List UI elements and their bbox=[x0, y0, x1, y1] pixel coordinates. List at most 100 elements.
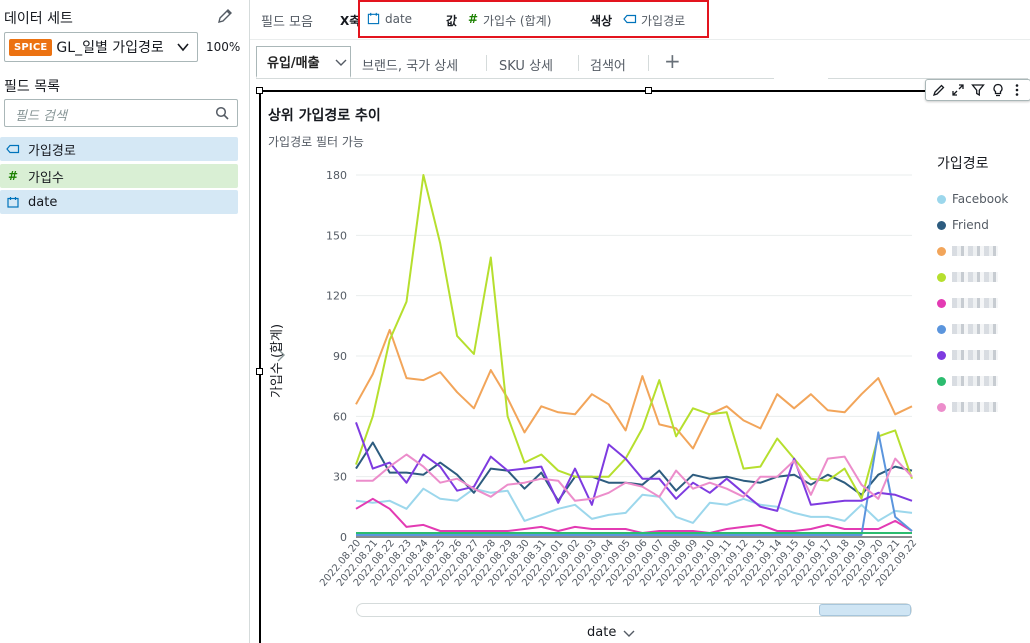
legend-item[interactable]: Facebook bbox=[937, 191, 1008, 207]
highlight-box bbox=[358, 0, 709, 38]
tab-active[interactable]: 유입/매출 bbox=[256, 46, 351, 78]
legend-item[interactable] bbox=[937, 373, 998, 389]
tabs-divider bbox=[256, 78, 774, 79]
field-wells-bar: 필드 모음 X축 date 값 # 가입수 (합계) 색상 가입경로 bbox=[250, 0, 1030, 40]
legend-label-redacted bbox=[952, 298, 998, 308]
legend-swatch bbox=[937, 194, 946, 204]
chevron-down-icon bbox=[335, 59, 347, 66]
spice-badge: SPICE bbox=[9, 38, 53, 56]
series-line-1 bbox=[355, 441, 913, 502]
legend-label-redacted bbox=[952, 376, 998, 386]
legend-item[interactable]: Friend bbox=[937, 217, 989, 233]
resize-handle[interactable] bbox=[645, 87, 652, 94]
dataset-percent: 100% bbox=[206, 40, 241, 54]
series-line-6 bbox=[355, 422, 913, 512]
left-panel: 데이터 세트 SPICE GL_일별 가입경로 100% 필드 목록 필드 검색… bbox=[0, 0, 250, 643]
x-axis-well-label: X축 bbox=[340, 14, 361, 28]
expand-icon[interactable] bbox=[951, 83, 965, 97]
y-tick-label: 150 bbox=[326, 229, 347, 242]
dimension-tag-icon bbox=[623, 14, 637, 24]
color-well-value[interactable]: 가입경로 bbox=[641, 14, 686, 28]
legend-label-redacted bbox=[952, 402, 998, 412]
resize-handle[interactable] bbox=[256, 87, 263, 94]
series-line-4 bbox=[355, 497, 913, 534]
y-tick-label: 120 bbox=[326, 290, 347, 303]
scrollbar-thumb[interactable] bbox=[819, 604, 911, 616]
date-calendar-icon bbox=[367, 12, 380, 25]
legend-title: 가입경로 bbox=[937, 156, 989, 172]
date-calendar-icon bbox=[7, 197, 19, 208]
series-line-2 bbox=[355, 328, 913, 450]
value-well-label: 값 bbox=[446, 14, 458, 28]
edit-pencil-icon[interactable] bbox=[932, 83, 946, 97]
legend-item[interactable] bbox=[937, 269, 998, 285]
resize-handle[interactable] bbox=[256, 368, 263, 375]
dataset-title: 데이터 세트 bbox=[4, 11, 73, 27]
tab-brand-country[interactable]: 브랜드, 국가 상세 bbox=[362, 59, 459, 74]
field-item-signup-count[interactable]: # 가입수 bbox=[0, 164, 238, 188]
dataset-name: GL_일별 가입경로 bbox=[56, 40, 164, 56]
dataset-select[interactable]: SPICE GL_일별 가입경로 bbox=[4, 32, 198, 62]
tab-separator bbox=[486, 55, 487, 71]
chevron-right-icon[interactable] bbox=[274, 346, 288, 364]
x-axis-well-value[interactable]: date bbox=[385, 12, 413, 26]
series-line-8 bbox=[356, 453, 913, 502]
field-label: 가입경로 bbox=[28, 143, 76, 159]
chevron-down-icon[interactable] bbox=[622, 629, 636, 639]
field-label: 가입수 bbox=[28, 170, 64, 186]
tab-separator bbox=[578, 55, 579, 71]
field-item-date[interactable]: date bbox=[0, 190, 238, 214]
x-axis-range-scrollbar[interactable] bbox=[356, 603, 912, 617]
search-icon bbox=[215, 106, 229, 120]
legend-item[interactable] bbox=[937, 243, 998, 259]
legend-label-redacted bbox=[952, 246, 998, 256]
legend-label: Friend bbox=[952, 218, 989, 232]
legend-item[interactable] bbox=[937, 399, 998, 415]
y-tick-label: 0 bbox=[340, 531, 347, 544]
tab-label: 유입/매출 bbox=[267, 56, 320, 71]
visual-subtitle: 가입경로 필터 가능 bbox=[268, 135, 364, 149]
legend-item[interactable] bbox=[937, 295, 998, 311]
visual-title: 상위 가입경로 추이 bbox=[268, 108, 381, 124]
series-line-0 bbox=[355, 487, 913, 524]
tab-search-terms[interactable]: 검색어 bbox=[590, 59, 626, 74]
measure-hash-icon: # bbox=[468, 12, 479, 26]
lightbulb-icon[interactable] bbox=[991, 83, 1005, 97]
legend-swatch bbox=[937, 350, 946, 360]
legend-swatch bbox=[937, 272, 946, 282]
field-search-input[interactable]: 필드 검색 bbox=[4, 99, 238, 127]
field-list-title: 필드 목록 bbox=[4, 79, 60, 95]
legend-swatch bbox=[937, 220, 946, 230]
edit-pencil-icon[interactable] bbox=[216, 7, 234, 25]
field-item-signup-path[interactable]: 가입경로 bbox=[0, 137, 238, 161]
legend-swatch bbox=[937, 324, 946, 334]
legend-label: Facebook bbox=[952, 192, 1009, 206]
legend-swatch bbox=[937, 402, 946, 412]
series-line-3 bbox=[355, 174, 913, 500]
x-axis-title[interactable]: date bbox=[587, 625, 617, 640]
legend-item[interactable] bbox=[937, 321, 998, 337]
dimension-tag-icon bbox=[6, 144, 20, 154]
tab-separator bbox=[648, 55, 649, 71]
chevron-down-icon bbox=[177, 43, 189, 52]
y-tick-label: 30 bbox=[333, 471, 347, 484]
field-wells-label: 필드 모음 bbox=[261, 15, 313, 30]
add-tab-button[interactable]: + bbox=[664, 49, 681, 73]
value-well-value[interactable]: 가입수 (합계) bbox=[483, 14, 552, 28]
legend-swatch bbox=[937, 298, 946, 308]
legend-item[interactable] bbox=[937, 347, 998, 363]
more-options-icon[interactable] bbox=[1010, 83, 1024, 97]
legend-label-redacted bbox=[952, 272, 998, 282]
legend-swatch bbox=[937, 376, 946, 386]
visual-container[interactable] bbox=[259, 90, 1030, 643]
y-tick-label: 90 bbox=[333, 350, 347, 363]
color-well-label: 색상 bbox=[590, 14, 613, 28]
legend-label-redacted bbox=[952, 324, 998, 334]
field-label: date bbox=[28, 194, 58, 210]
filter-icon[interactable] bbox=[971, 83, 985, 97]
series-line-5 bbox=[356, 431, 913, 536]
legend-label-redacted bbox=[952, 350, 998, 360]
tab-sku[interactable]: SKU 상세 bbox=[499, 59, 553, 74]
